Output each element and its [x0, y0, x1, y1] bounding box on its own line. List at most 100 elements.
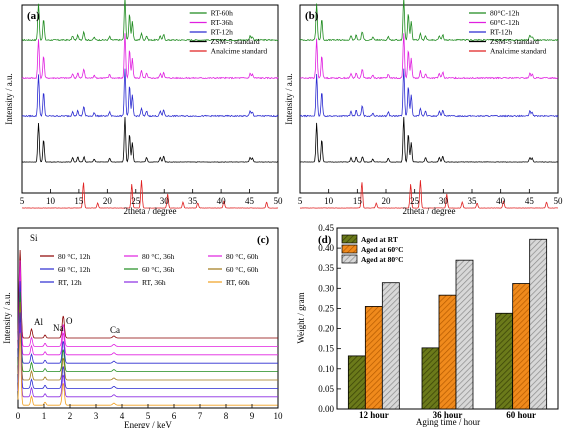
- panel-a-traces: [21, 0, 279, 209]
- legend-swatch: [341, 234, 358, 244]
- y-tick-label: 0.40: [318, 243, 334, 253]
- bar: [364, 306, 383, 410]
- x-tick-label: 7: [198, 411, 203, 421]
- x-tick-label: 10: [274, 411, 284, 421]
- xrd-trace-5: [299, 180, 559, 209]
- legend-label: ZSM-5 standard: [211, 37, 260, 46]
- legend-label: RT-12h: [490, 28, 512, 37]
- panel-c-annotations: Si Al Na O Ca: [30, 233, 120, 335]
- legend-label: Analcime standard: [490, 47, 547, 56]
- x-tick-label: 36 hour: [433, 410, 463, 420]
- panel-b: 5 10 15 20 25 30 35 40 45 50 (b) 2theta / degree …: [284, 0, 563, 216]
- bar: [347, 355, 366, 410]
- x-tick-label: 35: [468, 196, 478, 206]
- x-tick-label: 30: [439, 196, 449, 206]
- annotation-na: Na: [53, 323, 64, 333]
- x-tick-label: 45: [525, 196, 535, 206]
- bar: [512, 283, 531, 410]
- legend-label: RT, 12h: [58, 278, 82, 287]
- eds-trace-2: [17, 260, 278, 347]
- legend-label: RT, 36h: [142, 278, 166, 287]
- annotation-o: O: [66, 316, 73, 326]
- legend-label: 80 °C, 12h: [58, 252, 91, 261]
- x-tick-label: 50: [554, 196, 564, 206]
- x-tick-label: 5: [298, 196, 303, 206]
- y-tick-label: 0.45: [318, 223, 334, 233]
- x-tick-label: 1: [42, 411, 47, 421]
- legend-label: Aged at RT: [361, 235, 398, 244]
- panel-c-legend: 80 °C, 12h 80 °C, 36h 80 °C, 60h 60 °C, 12h…: [40, 252, 259, 287]
- panel-a: 5 10 15 20 25 30 35 40 45 50 (a) 2theta / degree …: [4, 0, 283, 216]
- bar: [529, 238, 548, 410]
- panel-b-frame: [299, 4, 559, 194]
- panel-c-traces: [17, 249, 278, 406]
- xrd-trace-4: [299, 116, 558, 163]
- x-tick-label: 25: [410, 196, 420, 206]
- panel-d-bars: [347, 238, 548, 410]
- panel-d-yticks: 0.00 0.05 0.10 0.15 0.20 0.25 0.30 0.35 0.40 0.45: [318, 223, 341, 414]
- panel-c-ylabel: Intensity / a.u.: [2, 292, 12, 344]
- panel-a-label: (a): [27, 10, 40, 22]
- panel-b-xlabel: 2theta / degree: [403, 206, 456, 216]
- panel-b-xticks: 5 10 15 20 25 30 35 40 45 50: [298, 189, 563, 206]
- xrd-trace-1: [22, 0, 279, 42]
- x-tick-label: 5: [146, 411, 151, 421]
- panel-a-xlabel: 2theta / degree: [124, 206, 177, 216]
- legend-label: RT-12h: [211, 28, 233, 37]
- eds-trace-9: [17, 333, 278, 406]
- bar: [438, 294, 457, 410]
- x-tick-label: 50: [274, 196, 284, 206]
- x-tick-label: 4: [120, 411, 125, 421]
- x-tick-label: 0: [16, 411, 21, 421]
- x-tick-label: 35: [188, 196, 198, 206]
- panel-c-xlabel: Energy / keV: [124, 420, 172, 428]
- panel-a-ylabel: Intensity / a.u.: [4, 73, 14, 125]
- xrd-trace-5: [21, 180, 279, 209]
- x-tick-label: 40: [217, 196, 227, 206]
- panel-b-label: (b): [305, 10, 319, 22]
- xrd-trace-2: [21, 33, 279, 80]
- x-tick-label: 8: [224, 411, 229, 421]
- y-tick-label: 0.20: [318, 324, 334, 334]
- x-tick-label: 60 hour: [506, 410, 536, 420]
- annotation-si: Si: [30, 233, 38, 243]
- legend-label: 80°C-12h: [490, 9, 519, 18]
- x-tick-label: 15: [74, 196, 84, 206]
- legend-label: RT, 60h: [226, 278, 250, 287]
- panel-b-traces: [299, 0, 559, 209]
- legend-label: Analcime standard: [211, 47, 268, 56]
- eds-trace-8: [17, 322, 278, 398]
- legend-swatch: [341, 244, 358, 254]
- legend-label: 60 °C, 36h: [142, 265, 175, 274]
- legend-label: 60 °C, 12h: [58, 265, 91, 274]
- xrd-trace-3: [21, 68, 279, 118]
- y-tick-label: 0.15: [318, 344, 334, 354]
- x-tick-label: 6: [172, 411, 177, 421]
- x-tick-label: 12 hour: [359, 410, 389, 420]
- legend-label: ZSM-5 standard: [490, 37, 539, 46]
- x-tick-label: 5: [20, 196, 25, 206]
- panel-a-xticks: 5 10 15 20 25 30 35 40 45 50: [20, 189, 283, 206]
- x-tick-label: 25: [131, 196, 141, 206]
- annotation-ca: Ca: [110, 325, 120, 335]
- legend-label: 60 °C, 60h: [226, 265, 259, 274]
- panel-d-ylabel: Weight / gram: [296, 292, 306, 343]
- x-tick-label: 20: [103, 196, 113, 206]
- xrd-trace-1: [299, 0, 559, 42]
- legend-label: RT-60h: [211, 9, 233, 18]
- bar: [381, 282, 400, 410]
- x-tick-label: 45: [245, 196, 255, 206]
- legend-label: 80 °C, 60h: [226, 252, 259, 261]
- bar: [421, 347, 440, 410]
- xrd-trace-4: [21, 116, 279, 163]
- legend-label: 80 °C, 36h: [142, 252, 175, 261]
- panel-d-xticks: 12 hour 36 hour 60 hour: [359, 410, 536, 420]
- eds-trace-6: [17, 301, 278, 381]
- panel-c-xticks: 0 1 2 3 4 5 6 7 8 9 10: [16, 404, 283, 421]
- eds-trace-3: [17, 270, 278, 356]
- xrd-trace-3: [299, 68, 559, 118]
- eds-trace-5: [17, 291, 278, 372]
